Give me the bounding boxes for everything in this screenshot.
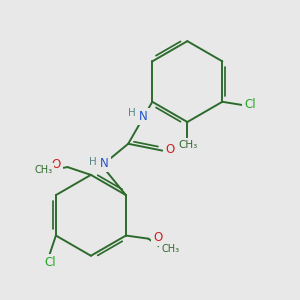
Text: O: O — [166, 142, 175, 156]
Text: O: O — [153, 231, 162, 244]
Text: CH₃: CH₃ — [34, 165, 52, 175]
Text: CH₃: CH₃ — [161, 244, 179, 254]
Text: H: H — [88, 157, 96, 167]
Text: O: O — [51, 158, 60, 171]
Text: N: N — [139, 110, 148, 123]
Text: CH₃: CH₃ — [178, 140, 198, 150]
Text: H: H — [128, 109, 135, 118]
Text: Cl: Cl — [244, 98, 256, 111]
Text: N: N — [100, 157, 109, 170]
Text: Cl: Cl — [44, 256, 56, 269]
